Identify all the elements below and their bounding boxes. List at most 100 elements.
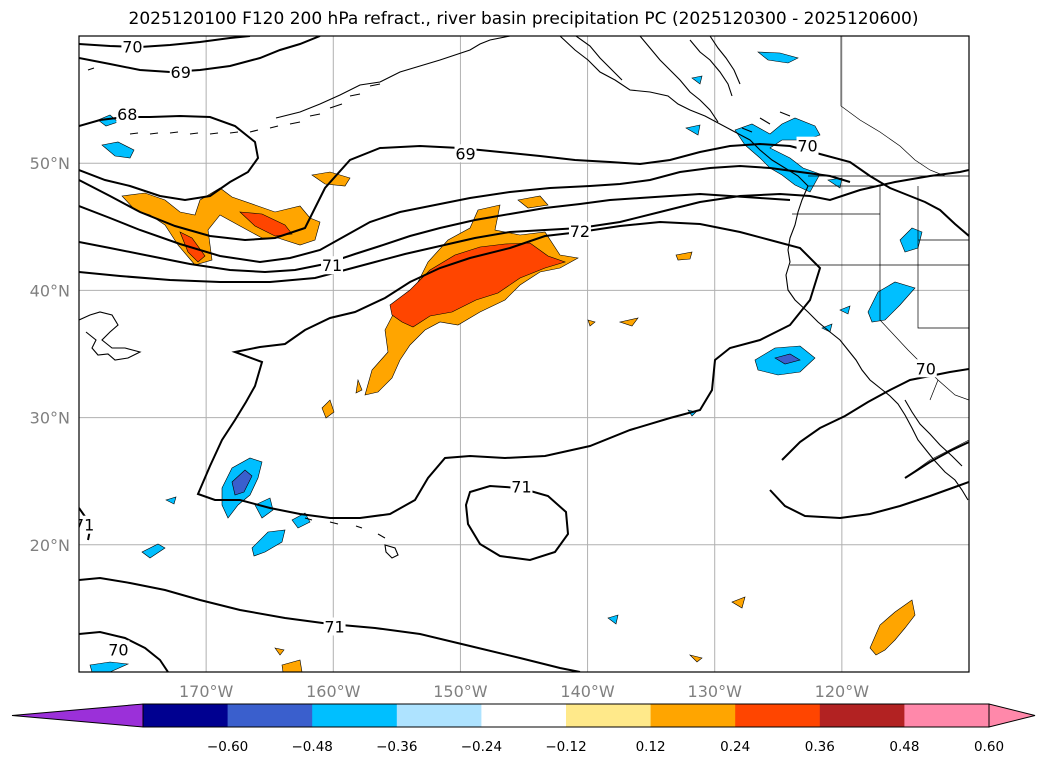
contour-label: 70 <box>108 640 128 659</box>
precip-strong-negative-california-offshore <box>774 353 801 365</box>
colorbar-tick-label: 0.60 <box>974 739 1004 755</box>
contour-label: 72 <box>570 222 590 241</box>
precip-positive-small <box>321 251 693 419</box>
colorbar-tick-label: 0.48 <box>889 739 919 755</box>
hawaii-islands <box>304 517 399 559</box>
contour-72-large <box>79 169 969 283</box>
colorbar-cell <box>735 704 821 727</box>
precip-negative-pacific-northwest <box>685 51 843 193</box>
contour-70-north <box>79 36 251 49</box>
contour-label: 69 <box>171 63 191 82</box>
contour-label-background <box>568 221 591 240</box>
lon-tick-label: 150°W <box>433 682 488 701</box>
contour-label-background <box>169 62 192 81</box>
contour-label-background <box>510 477 533 496</box>
contour-label: 68 <box>117 105 137 124</box>
contour-label: 70 <box>916 359 936 378</box>
lon-tick-label: 130°W <box>688 682 743 701</box>
contour-label: 70 <box>122 37 142 56</box>
coastlines <box>79 36 969 559</box>
alaska-coast <box>275 36 809 187</box>
contour-label: 69 <box>455 144 475 163</box>
refractivity-contours <box>79 36 969 672</box>
colorbar-cell <box>566 704 652 727</box>
colorbar-tick-label: −0.48 <box>292 739 333 755</box>
colorbar-tick-label: −0.60 <box>207 739 248 755</box>
contour-68-loop <box>79 114 260 202</box>
asia-coast <box>79 311 142 361</box>
map-area: 70 69 68 69 70 72 71 70 71 71 71 70 <box>74 36 969 672</box>
contour-69-north <box>79 36 321 74</box>
baja-coast <box>904 399 963 467</box>
colorbar-tick-label: 0.12 <box>636 739 666 755</box>
contour-label-background <box>79 515 96 534</box>
colorbar-over-extension <box>988 703 1036 728</box>
colorbar-tick-labels: −0.60 −0.48 −0.36 −0.24 −0.12 0.12 0.24 0.36 0.4… <box>207 739 1004 755</box>
colorbar-cell <box>396 704 482 727</box>
graticule <box>79 36 969 672</box>
lat-tick-label: 50°N <box>30 154 70 173</box>
contour-labels: 70 69 68 69 70 72 71 70 71 71 71 70 <box>74 37 937 659</box>
contour-label: 71 <box>511 478 531 497</box>
longitude-tick-labels: 170°W 160°W 150°W 140°W 130°W 120°W <box>179 682 869 701</box>
contour-70-band <box>79 164 851 264</box>
north-america-west-coast <box>785 185 969 501</box>
canada-islands <box>741 111 791 133</box>
contour-label: 70 <box>797 137 817 156</box>
precip-negative-hawaii <box>141 457 311 559</box>
contour-70-southwest <box>79 630 169 672</box>
contour-69-band <box>79 142 969 242</box>
colorbar-tick-label: −0.12 <box>545 739 586 755</box>
precip-negative-west-coast <box>687 227 923 417</box>
precip-positive-northwest <box>121 187 321 266</box>
colorbar: −0.60 −0.48 −0.36 −0.24 −0.12 0.12 0.24 0.36 0.4… <box>11 703 1036 755</box>
contour-label-background <box>914 359 937 378</box>
precip-positive-southeast <box>274 596 916 672</box>
contour-70-east <box>781 368 969 461</box>
lat-tick-label: 30°N <box>30 409 70 428</box>
colorbar-under-extension <box>11 703 144 728</box>
contour-label-background <box>116 104 139 123</box>
map-title: 2025120100 F120 200 hPa refract., river … <box>128 9 919 29</box>
colorbar-cell <box>904 704 990 727</box>
contour-70-ca <box>769 481 969 520</box>
precip-strong-negative-hawaii <box>231 469 253 496</box>
colorbar-cell <box>143 704 229 727</box>
contour-label: 71 <box>324 617 344 636</box>
contour-label-background <box>454 144 477 163</box>
precip-strong-northwest <box>179 211 293 263</box>
lat-tick-label: 20°N <box>30 536 70 555</box>
precip-strong-central <box>389 242 566 328</box>
colorbar-tick-label: −0.24 <box>461 739 502 755</box>
contour-label: 71 <box>74 516 94 535</box>
colorbar-cell <box>227 704 313 727</box>
colorbar-cell <box>481 704 567 727</box>
colorbar-frame <box>142 703 990 728</box>
contour-71-south <box>196 220 822 519</box>
latitude-tick-labels: 20°N 30°N 40°N 50°N <box>30 154 70 555</box>
contour-label: 71 <box>322 256 342 275</box>
colorbar-tick-label: 0.36 <box>805 739 835 755</box>
lat-tick-label: 40°N <box>30 281 70 300</box>
alaska-border <box>840 36 946 177</box>
colorbar-cell <box>312 704 398 727</box>
contour-label-background <box>107 640 130 659</box>
lon-tick-label: 140°W <box>560 682 615 701</box>
lon-tick-label: 120°W <box>815 682 870 701</box>
contour-label-background <box>323 617 346 636</box>
contour-70-se <box>904 441 969 479</box>
contour-label-background <box>121 37 144 56</box>
lon-tick-label: 170°W <box>179 682 234 701</box>
colorbar-tick-label: −0.36 <box>376 739 417 755</box>
contour-71-band <box>79 192 791 274</box>
map-frame <box>78 35 970 673</box>
colorbar-cell <box>819 704 905 727</box>
contour-label-background <box>321 256 344 275</box>
aleutian-islands <box>87 67 381 135</box>
colorbar-tick-label: 0.24 <box>720 739 750 755</box>
contour-label-background <box>796 136 819 155</box>
colorbar-cell <box>650 704 736 727</box>
contour-71-southwest <box>79 576 581 672</box>
lon-tick-label: 160°W <box>306 682 361 701</box>
